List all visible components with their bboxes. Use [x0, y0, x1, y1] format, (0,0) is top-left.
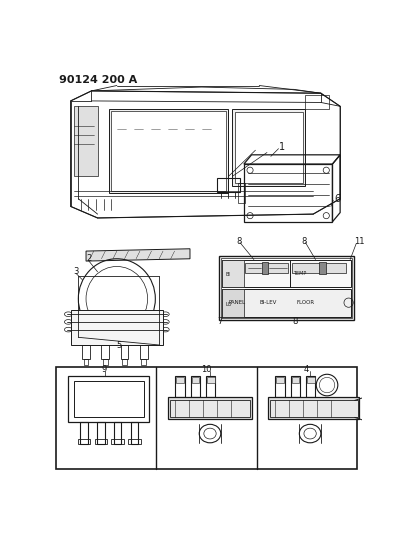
Bar	[168, 398, 252, 419]
Bar	[94, 439, 107, 443]
Bar	[206, 376, 215, 398]
Bar	[221, 258, 353, 318]
Bar	[112, 111, 226, 191]
Text: BI: BI	[225, 272, 230, 278]
Bar	[84, 359, 88, 365]
Text: 8: 8	[293, 318, 298, 326]
Polygon shape	[86, 249, 190, 261]
Bar	[262, 262, 268, 274]
Text: 7: 7	[217, 318, 222, 326]
Text: 6: 6	[335, 193, 341, 204]
Bar	[222, 289, 351, 317]
Text: LO: LO	[225, 302, 232, 306]
Bar	[141, 359, 146, 365]
Bar	[207, 377, 215, 383]
Bar	[175, 376, 185, 398]
Ellipse shape	[304, 428, 316, 439]
Text: 8: 8	[236, 237, 241, 246]
Bar	[306, 376, 316, 398]
Bar	[80, 422, 87, 443]
Bar	[109, 109, 229, 193]
Bar	[82, 345, 90, 359]
Bar	[244, 164, 332, 222]
Text: 3: 3	[73, 268, 78, 276]
Text: 8: 8	[301, 237, 307, 246]
Polygon shape	[71, 91, 340, 218]
Bar	[233, 109, 305, 185]
Bar	[291, 376, 300, 398]
Bar	[103, 359, 108, 365]
Bar	[191, 376, 200, 398]
Bar	[176, 377, 184, 383]
Bar	[140, 345, 147, 359]
Polygon shape	[91, 87, 321, 102]
Bar	[191, 377, 199, 383]
Bar	[222, 289, 244, 317]
Bar	[120, 345, 129, 359]
Bar	[305, 95, 328, 109]
Text: 90124 200 A: 90124 200 A	[59, 75, 137, 85]
Text: 5: 5	[117, 341, 122, 350]
Text: 1: 1	[278, 142, 285, 152]
Bar	[170, 400, 250, 417]
Text: TEMP: TEMP	[293, 271, 306, 276]
Bar	[268, 398, 359, 419]
Bar	[71, 310, 163, 345]
Bar	[129, 439, 141, 443]
Bar	[222, 260, 244, 287]
Bar	[292, 377, 299, 383]
Bar	[102, 345, 109, 359]
Text: 11: 11	[354, 237, 364, 246]
Bar	[77, 439, 90, 443]
Text: 10: 10	[201, 365, 212, 374]
Text: 2: 2	[86, 254, 91, 263]
Text: BI-LEV: BI-LEV	[259, 300, 276, 305]
Bar	[97, 422, 104, 443]
Text: 9: 9	[102, 365, 107, 374]
Bar	[69, 376, 149, 422]
Bar	[219, 256, 354, 320]
Bar	[245, 263, 288, 273]
Bar	[74, 381, 144, 417]
Bar	[292, 263, 345, 273]
Bar	[270, 400, 358, 417]
Bar	[56, 367, 357, 469]
Bar	[217, 178, 240, 192]
Bar	[131, 422, 138, 443]
Text: 4: 4	[303, 365, 309, 374]
Text: FLOOR: FLOOR	[296, 300, 314, 305]
Bar	[235, 112, 303, 183]
Bar	[307, 377, 315, 383]
Ellipse shape	[204, 428, 216, 439]
Bar	[114, 422, 121, 443]
Bar	[222, 260, 351, 287]
Bar	[276, 376, 285, 398]
Text: PANEL: PANEL	[229, 300, 245, 305]
Bar	[276, 377, 284, 383]
Bar	[238, 183, 245, 203]
Bar	[122, 359, 127, 365]
Bar	[112, 439, 124, 443]
Bar	[75, 106, 98, 175]
Bar	[319, 262, 326, 274]
